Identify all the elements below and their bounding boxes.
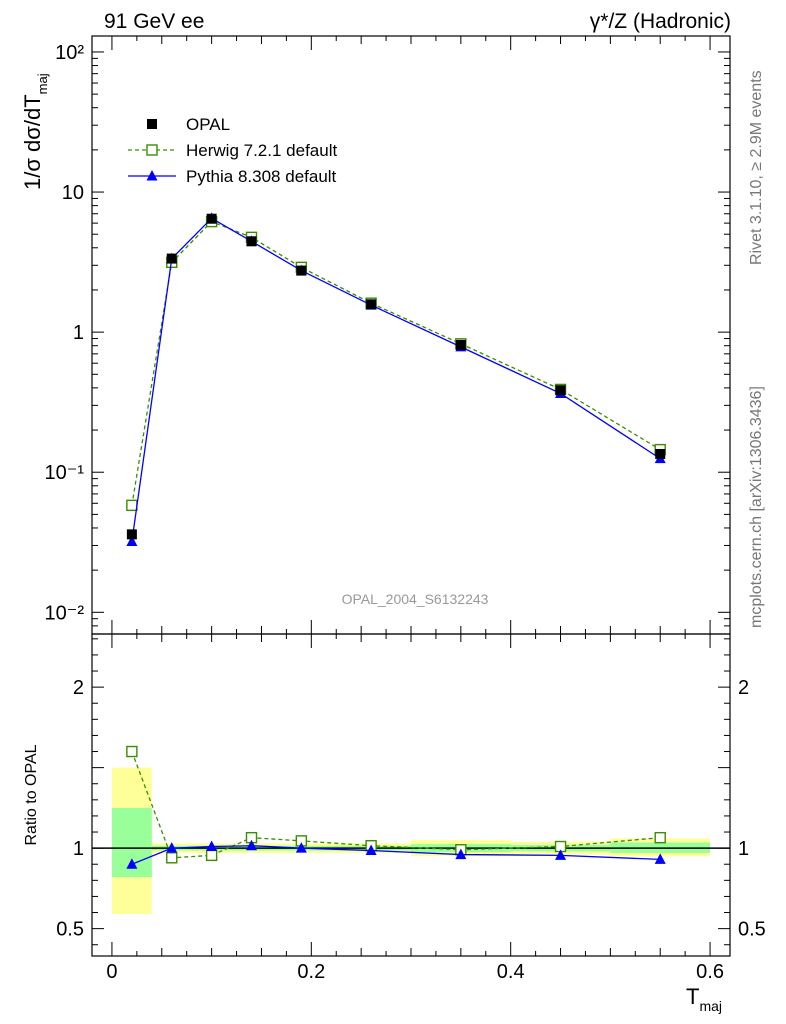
y-tick-label: 10⁻¹ <box>45 462 85 484</box>
y-tick-label: 10² <box>55 42 84 64</box>
x-tick-label: 0.2 <box>297 961 325 983</box>
data-point <box>655 448 666 459</box>
mcplots-reference-label: mcplots.cern.ch [arXiv:1306.3436] <box>748 386 765 628</box>
y-tick-label: 10 <box>62 182 84 204</box>
ratio-plot-frame <box>91 633 731 957</box>
herwig-point <box>126 499 138 512</box>
herwig-point <box>126 745 138 758</box>
data-point <box>147 119 157 129</box>
main-y-axis-label: 1/σ dσ/dTmaj <box>20 73 50 190</box>
herwig-point <box>205 849 218 862</box>
pythia-point <box>166 842 178 853</box>
x-tick-label: 0.4 <box>497 961 525 983</box>
main-y-axis-label-subscript: maj <box>35 73 50 94</box>
ratio-y-axis-label: Ratio to OPAL <box>23 744 40 845</box>
x-axis-label: Tmaj <box>686 984 722 1014</box>
ratio-y-tick-label-right: 2 <box>738 677 749 699</box>
data-point <box>366 299 377 310</box>
axes-ticks: 10⁻² 10⁻¹ 1 10 10² 0.5 0.5 1 1 2 2 0 0.2 0.4 0.6 <box>45 36 766 983</box>
ratio-y-tick-label: 2 <box>73 677 84 699</box>
herwig-point <box>654 831 666 844</box>
analysis-label: OPAL_2004_S6132243 <box>342 591 489 607</box>
data-point <box>246 236 257 247</box>
pythia-point <box>126 858 138 869</box>
pythia-point <box>146 170 158 181</box>
legend-label: Herwig 7.2.1 default <box>186 141 337 160</box>
main-plot-series <box>126 212 666 547</box>
herwig-point <box>166 852 178 864</box>
ratio-y-tick-label-right: 1 <box>738 838 749 860</box>
data-point <box>296 265 307 276</box>
pythia-point <box>654 853 666 864</box>
herwig-point <box>146 144 158 156</box>
pythia-point <box>126 535 138 547</box>
ratio-y-tick-label-right: 0.5 <box>738 919 766 941</box>
main-y-axis-label-base: 1/σ dσ/dT <box>20 94 45 190</box>
data-point <box>455 339 466 350</box>
process-label: γ*/Z (Hadronic) <box>590 10 731 33</box>
pythia-line <box>131 217 661 542</box>
x-tick-label: 0 <box>106 961 117 983</box>
x-axis-label-base: T <box>686 984 699 1009</box>
herwig-line <box>131 220 661 506</box>
pythia-point <box>455 848 467 860</box>
y-tick-label: 10⁻² <box>45 602 85 624</box>
x-axis-label-subscript: maj <box>699 998 722 1014</box>
data-point <box>555 385 566 396</box>
pythia-point <box>555 849 567 860</box>
ratio-y-tick-label: 1 <box>73 838 84 860</box>
x-tick-label: 0.6 <box>696 961 724 983</box>
pythia-point <box>246 839 257 851</box>
rivet-version-label: Rivet 3.1.10, ≥ 2.9M events <box>748 70 765 265</box>
ratio-y-tick-label: 0.5 <box>56 919 84 941</box>
data-point <box>126 529 137 540</box>
data-point <box>166 253 177 264</box>
ratio-plot-series <box>92 745 730 869</box>
ratio-uncertainty-bands <box>111 767 711 915</box>
pythia-point <box>206 840 218 852</box>
legend-label: Pythia 8.308 default <box>186 167 337 186</box>
legend: OPAL Herwig 7.2.1 default Pythia 8.308 def… <box>128 115 337 186</box>
pythia-point <box>295 842 307 853</box>
data-point <box>206 213 217 224</box>
y-tick-label: 1 <box>73 322 84 344</box>
energy-label: 91 GeV ee <box>104 10 204 33</box>
pythia-point <box>365 844 377 856</box>
legend-label: OPAL <box>186 115 230 134</box>
